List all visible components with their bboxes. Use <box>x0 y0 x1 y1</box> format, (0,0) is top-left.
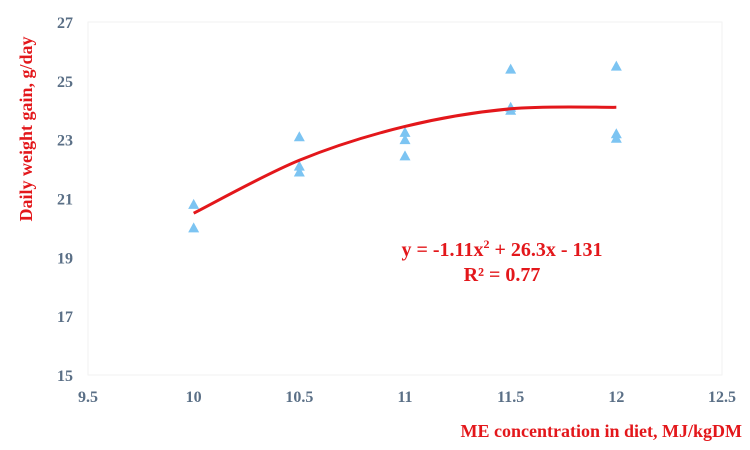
x-tick-label: 11 <box>397 389 412 406</box>
data-point <box>505 63 517 74</box>
data-point <box>610 60 622 71</box>
x-axis-ticks: 9.5 10 10.5 11 11.5 12 12.5 <box>78 389 736 406</box>
x-tick-label: 10 <box>186 389 202 406</box>
y-axis-title: Daily weight gain, g/day <box>16 36 36 221</box>
data-point <box>399 150 411 161</box>
trendline <box>192 105 617 215</box>
trendline-equation: y = -1.11x2 + 26.3x - 131 <box>401 237 602 261</box>
data-point <box>610 132 622 143</box>
x-axis-title: ME concentration in diet, MJ/kgDM <box>461 421 742 441</box>
equation-superscript: 2 <box>483 237 489 251</box>
x-tick-label: 12.5 <box>708 389 736 406</box>
y-tick-label: 19 <box>57 250 73 267</box>
y-tick-label: 17 <box>57 309 73 326</box>
y-tick-label: 27 <box>57 15 73 32</box>
y-axis-ticks: 15 17 19 21 23 25 27 <box>57 15 73 385</box>
y-tick-label: 15 <box>57 368 73 385</box>
y-tick-label: 21 <box>57 192 73 209</box>
data-point <box>293 160 305 171</box>
x-tick-label: 11.5 <box>497 389 524 406</box>
data-point <box>399 126 411 137</box>
data-series <box>188 60 622 233</box>
x-tick-label: 12 <box>608 389 624 406</box>
data-point <box>293 131 305 142</box>
x-tick-label: 9.5 <box>78 389 98 406</box>
y-tick-label: 25 <box>57 74 73 91</box>
data-point <box>293 166 305 177</box>
plot-area <box>87 21 723 376</box>
plot-border <box>87 21 723 376</box>
data-point <box>188 222 200 233</box>
data-point <box>399 134 411 145</box>
data-point <box>188 198 200 209</box>
y-tick-label: 23 <box>57 133 73 150</box>
x-tick-label: 10.5 <box>285 389 313 406</box>
r-squared-label: R² = 0.77 <box>464 264 541 286</box>
